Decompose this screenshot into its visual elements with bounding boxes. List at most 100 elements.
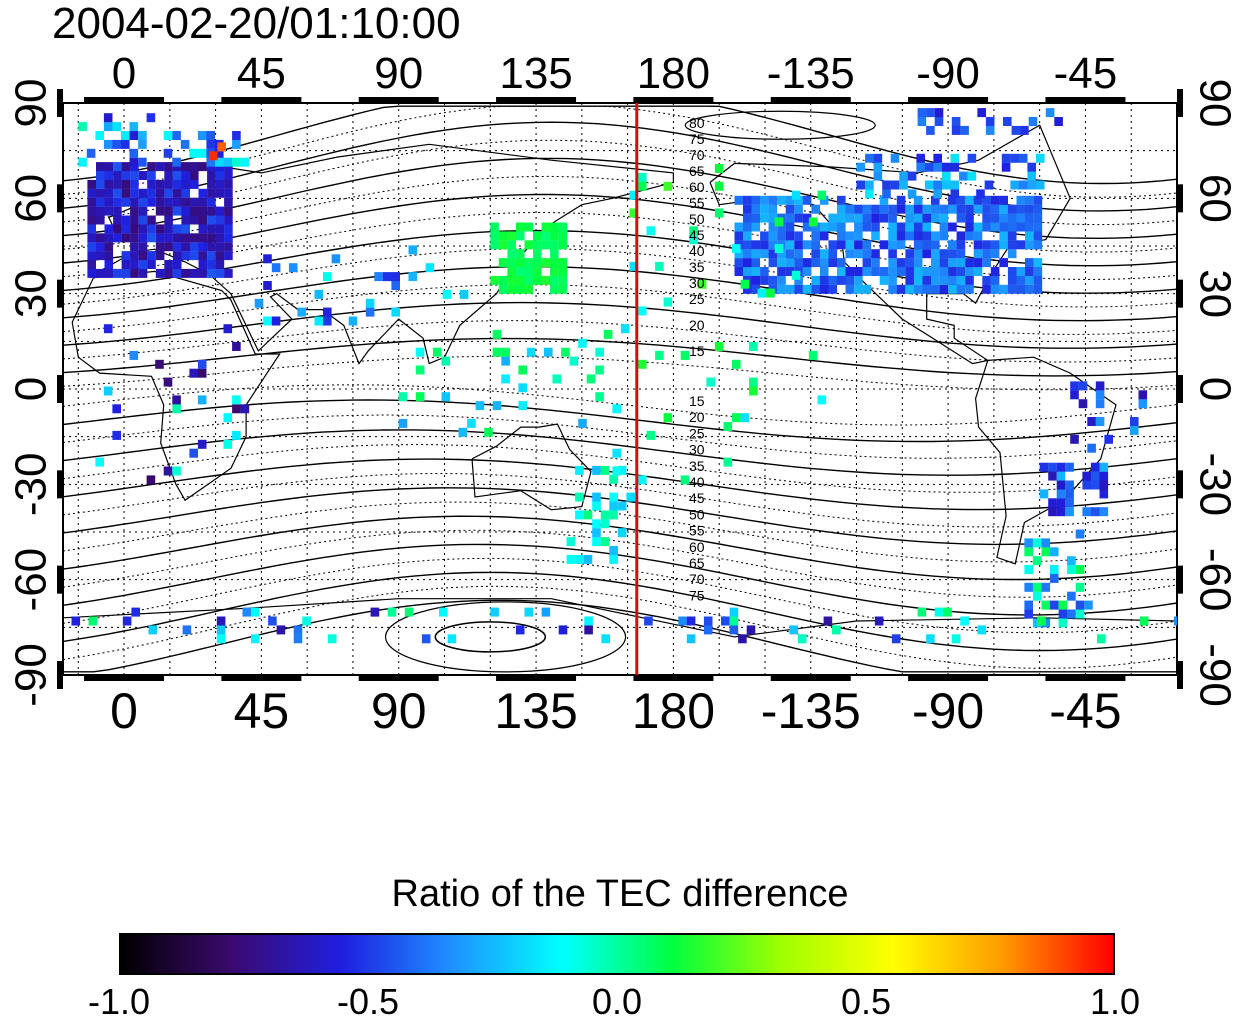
tec-pixel <box>129 148 139 158</box>
tec-pixel <box>507 249 516 259</box>
tec-pixel <box>1056 480 1066 490</box>
tec-pixel <box>956 195 966 205</box>
tec-pixel <box>819 284 829 294</box>
tec-pixel <box>268 616 277 626</box>
tec-pixel <box>905 231 914 241</box>
tec-pixel <box>190 162 199 172</box>
tec-pixel <box>879 240 889 250</box>
tec-pixel <box>982 213 991 223</box>
tec-pixel <box>584 625 593 635</box>
coastline <box>471 423 592 511</box>
tec-pixel <box>907 171 917 181</box>
tec-pixel <box>982 275 991 285</box>
tec-pixel <box>515 275 525 285</box>
tec-pixel <box>1075 582 1085 592</box>
tec-pixel <box>558 275 568 285</box>
tec-pixel <box>524 275 534 285</box>
tec-pixel <box>913 195 923 205</box>
tec-pixel <box>155 359 164 369</box>
tec-pixel <box>569 356 579 366</box>
tec-pixel <box>181 268 190 278</box>
tec-pixel <box>663 297 673 307</box>
tec-pixel <box>561 347 570 357</box>
left-tick-label: -30 <box>7 453 56 517</box>
tec-pixel <box>584 616 593 626</box>
tec-pixel <box>734 249 744 259</box>
tec-pixel <box>216 616 226 626</box>
contour-label: 40 <box>689 474 705 490</box>
tec-pixel <box>924 180 934 190</box>
tec-pixel <box>492 401 502 411</box>
tec-pixel <box>734 231 744 241</box>
tec-pixel <box>408 245 418 255</box>
tec-pixel <box>172 206 182 216</box>
tec-pixel <box>1025 213 1034 223</box>
tec-pixel <box>87 268 96 278</box>
tec-pixel <box>1025 231 1034 241</box>
tec-pixel <box>794 240 803 250</box>
tec-pixel <box>751 240 761 250</box>
tec-pixel <box>1032 538 1042 548</box>
tec-pixel <box>130 233 139 243</box>
tec-pixel <box>206 131 215 140</box>
bottom-tick-label: 0 <box>110 683 138 739</box>
tec-pixel <box>370 607 380 617</box>
tec-pixel <box>888 249 897 259</box>
tec-pixel <box>845 267 855 276</box>
top-tick-label: -90 <box>916 49 980 98</box>
bottom-tick-mark <box>1045 675 1126 681</box>
tec-pixel <box>524 258 534 268</box>
tec-pixel <box>873 162 883 172</box>
tec-pixel <box>224 251 233 261</box>
tec-pixel <box>890 153 900 163</box>
tec-pixel <box>913 275 923 285</box>
tec-pixel <box>729 616 739 626</box>
tec-pixel <box>1139 616 1149 626</box>
tec-pixel <box>147 179 156 189</box>
tec-pixel <box>913 222 923 232</box>
tec-pixel <box>1036 153 1045 163</box>
tec-pixel <box>948 240 957 250</box>
tec-pixel <box>87 206 96 216</box>
tec-pixel <box>768 275 778 285</box>
tec-pixel <box>146 475 156 485</box>
tec-pixel <box>498 284 508 294</box>
tec-pixel <box>837 222 846 232</box>
tec-pixel <box>905 275 914 285</box>
tec-pixel <box>113 179 122 189</box>
tec-pixel <box>507 275 516 285</box>
tec-pixel <box>982 249 991 259</box>
tec-pixel <box>612 404 621 414</box>
tec-pixel <box>558 625 568 635</box>
tec-pixel <box>873 171 883 181</box>
tec-pixel <box>926 108 935 118</box>
tec-pixel <box>595 365 604 375</box>
tec-pixel <box>896 195 906 205</box>
tec-pixel <box>680 475 690 485</box>
tec-pixel <box>518 401 527 411</box>
contour-line <box>63 487 1177 546</box>
tec-pixel <box>1024 547 1033 557</box>
tec-pixel <box>1016 213 1026 223</box>
tec-pixel <box>990 240 1000 250</box>
tec-pixel <box>1007 284 1017 294</box>
tec-pixel <box>760 204 769 214</box>
tec-pixel <box>984 180 994 190</box>
tec-pixel <box>164 268 173 278</box>
tec-pixel <box>768 240 778 250</box>
tec-pixel <box>197 439 207 449</box>
tec-pixel <box>794 284 803 294</box>
tec-pixel <box>507 240 516 250</box>
tec-pixel <box>1033 240 1043 250</box>
tec-pixel <box>751 213 761 223</box>
tec-pixel <box>155 162 165 172</box>
tec-pixel <box>973 249 983 259</box>
tec-pixel <box>1099 462 1109 472</box>
contour-label: 50 <box>689 211 705 227</box>
tec-pixel <box>714 342 724 351</box>
contour-label: 25 <box>689 425 705 441</box>
tec-pixel <box>1016 204 1026 214</box>
tec-pixel <box>942 180 951 190</box>
tec-pixel <box>224 215 233 225</box>
contour-label: 15 <box>689 393 705 409</box>
